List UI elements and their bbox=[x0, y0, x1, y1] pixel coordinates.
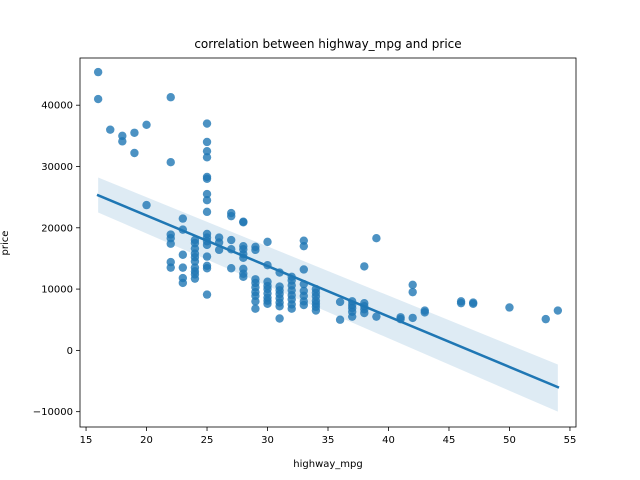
data-point bbox=[142, 120, 151, 130]
data-point bbox=[360, 308, 369, 318]
data-point bbox=[202, 174, 212, 183]
data-point bbox=[178, 214, 188, 223]
data-point bbox=[166, 93, 175, 102]
x-tick-label: 50 bbox=[503, 435, 516, 446]
data-point bbox=[275, 314, 284, 323]
data-point bbox=[178, 278, 188, 288]
data-point bbox=[275, 302, 284, 311]
x-tick-label: 15 bbox=[80, 435, 93, 446]
data-point bbox=[251, 304, 260, 313]
data-point bbox=[541, 314, 550, 324]
data-point bbox=[299, 265, 309, 274]
data-point bbox=[347, 312, 357, 321]
data-point bbox=[299, 241, 309, 251]
data-point bbox=[190, 274, 200, 283]
data-point bbox=[456, 298, 466, 308]
data-point bbox=[202, 119, 212, 128]
regression-line bbox=[96, 193, 560, 389]
data-point bbox=[118, 137, 127, 146]
data-point bbox=[420, 308, 429, 317]
data-point bbox=[408, 287, 417, 297]
y-tick-label: −10000 bbox=[33, 407, 73, 418]
data-point bbox=[227, 211, 236, 221]
y-tick-label: 10000 bbox=[41, 285, 73, 296]
data-point bbox=[408, 313, 417, 323]
regression-line-layer bbox=[96, 193, 560, 389]
data-point bbox=[166, 263, 175, 272]
x-tick-label: 45 bbox=[443, 435, 456, 446]
data-point bbox=[299, 300, 309, 310]
y-tick-label: 40000 bbox=[41, 101, 73, 112]
data-point bbox=[93, 94, 103, 104]
data-point bbox=[178, 250, 188, 259]
x-tick-label: 35 bbox=[322, 435, 335, 446]
data-point bbox=[505, 303, 514, 312]
data-point bbox=[130, 128, 139, 137]
data-point bbox=[335, 297, 345, 307]
data-point bbox=[202, 264, 212, 273]
data-point bbox=[372, 312, 381, 321]
data-point bbox=[239, 218, 248, 227]
confidence-band-layer bbox=[98, 177, 558, 412]
data-point bbox=[227, 235, 236, 245]
x-tick-label: 30 bbox=[261, 435, 274, 446]
data-point bbox=[251, 245, 260, 255]
data-point bbox=[93, 67, 103, 77]
data-point bbox=[263, 237, 272, 247]
chart-title: correlation between highway_mpg and pric… bbox=[194, 37, 461, 51]
y-tick-label: 20000 bbox=[41, 223, 73, 234]
data-point bbox=[202, 290, 212, 299]
x-tick-label: 40 bbox=[382, 435, 395, 446]
data-point bbox=[202, 207, 212, 217]
x-tick-label: 55 bbox=[564, 435, 577, 446]
data-points-layer bbox=[93, 67, 563, 324]
data-point bbox=[335, 315, 345, 324]
data-point bbox=[202, 196, 212, 205]
data-point bbox=[202, 189, 212, 199]
data-point bbox=[251, 297, 260, 306]
data-point bbox=[166, 158, 175, 167]
data-point bbox=[553, 306, 563, 315]
confidence-band bbox=[98, 177, 558, 412]
data-point bbox=[263, 299, 272, 308]
data-point bbox=[178, 263, 188, 272]
y-tick-label: 30000 bbox=[41, 162, 73, 173]
y-tick-label: 0 bbox=[67, 346, 73, 357]
data-point bbox=[142, 200, 151, 210]
data-point bbox=[106, 125, 115, 134]
y-axis-label: price bbox=[0, 231, 11, 256]
data-point bbox=[202, 153, 212, 162]
x-axis-label: highway_mpg bbox=[293, 459, 362, 470]
data-point bbox=[311, 306, 321, 315]
data-point bbox=[360, 262, 369, 271]
x-tick-label: 20 bbox=[140, 435, 153, 446]
data-point bbox=[190, 257, 200, 266]
data-point bbox=[372, 234, 381, 243]
data-point bbox=[468, 299, 478, 308]
data-point bbox=[130, 148, 139, 158]
data-point bbox=[166, 239, 175, 248]
data-point bbox=[202, 252, 212, 261]
data-point bbox=[287, 304, 296, 313]
data-point bbox=[202, 137, 212, 147]
data-point bbox=[408, 280, 417, 289]
data-point bbox=[202, 146, 212, 156]
x-tick-label: 25 bbox=[201, 435, 214, 446]
data-point bbox=[239, 272, 248, 282]
x-axis-ticks: 15 20 25 30 35 40 45 50 55 bbox=[80, 427, 577, 446]
data-point bbox=[227, 264, 236, 273]
y-axis-ticks: −10000 0 10000 20000 30000 40000 bbox=[33, 101, 80, 418]
